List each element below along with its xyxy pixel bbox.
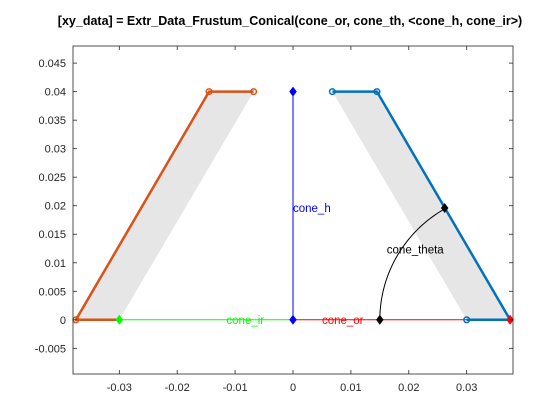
fill-region-0: [75, 91, 254, 320]
x-tick-label-3: 0: [290, 382, 296, 394]
diamond-marker-8: [289, 86, 297, 97]
y-tick-label-7: 0.03: [45, 144, 66, 156]
annotation-cone-or: cone_or: [322, 315, 364, 327]
circle-marker-0: [250, 88, 258, 96]
x-tick-label-5: 0.02: [398, 382, 419, 394]
circle-marker-4: [373, 88, 381, 96]
annotation-cone-theta: cone_theta: [387, 245, 445, 257]
annotation-cone-ir: cone_ir: [226, 315, 264, 327]
x-tick-label-0: -0.03: [107, 382, 132, 394]
y-tick-label-1: 0: [60, 315, 66, 327]
circle-marker-1: [205, 88, 213, 96]
y-axis: -0.005 0 0.005 0.01 0.015 0.02 0.025 0.03 0.035 0…: [35, 58, 513, 355]
series-line-3: [74, 90, 254, 322]
y-tick-label-4: 0.015: [38, 229, 66, 241]
x-tick-label-2: -0.01: [223, 382, 248, 394]
fill-region-1: [332, 91, 511, 320]
x-axis: -0.03 -0.02 -0.01 0 0.01 0.02 0.03: [107, 46, 477, 394]
diamond-marker-11: [440, 203, 449, 214]
y-tick-label-8: 0.035: [38, 115, 66, 127]
y-tick-label-9: 0.04: [45, 87, 66, 99]
annotation-cone-h: cone_h: [293, 203, 331, 215]
y-tick-label-5: 0.02: [45, 201, 66, 213]
diamond-marker-10: [376, 314, 384, 325]
x-tick-label-1: -0.02: [165, 382, 190, 394]
circle-marker-5: [463, 316, 471, 324]
angle-arc-layer: [379, 207, 448, 320]
y-tick-label-10: 0.045: [38, 58, 66, 70]
fill-layer: [75, 91, 511, 320]
x-tick-label-4: 0.01: [340, 382, 361, 394]
diamond-marker-7: [289, 314, 297, 325]
x-tick-label-6: 0.03: [456, 382, 477, 394]
y-tick-label-6: 0.025: [38, 172, 66, 184]
chart-title: [xy_data] = Extr_Data_Frustum_Conical(co…: [58, 14, 522, 28]
theta-arc: [379, 207, 448, 320]
annotation-layer: cone_h cone_theta cone_ir cone_or: [226, 203, 444, 327]
diamond-marker-6: [115, 314, 124, 325]
y-tick-label-2: 0.005: [38, 286, 66, 298]
y-tick-label-3: 0.01: [45, 258, 66, 270]
circle-marker-3: [328, 88, 336, 96]
y-tick-label-0: -0.005: [35, 343, 66, 355]
